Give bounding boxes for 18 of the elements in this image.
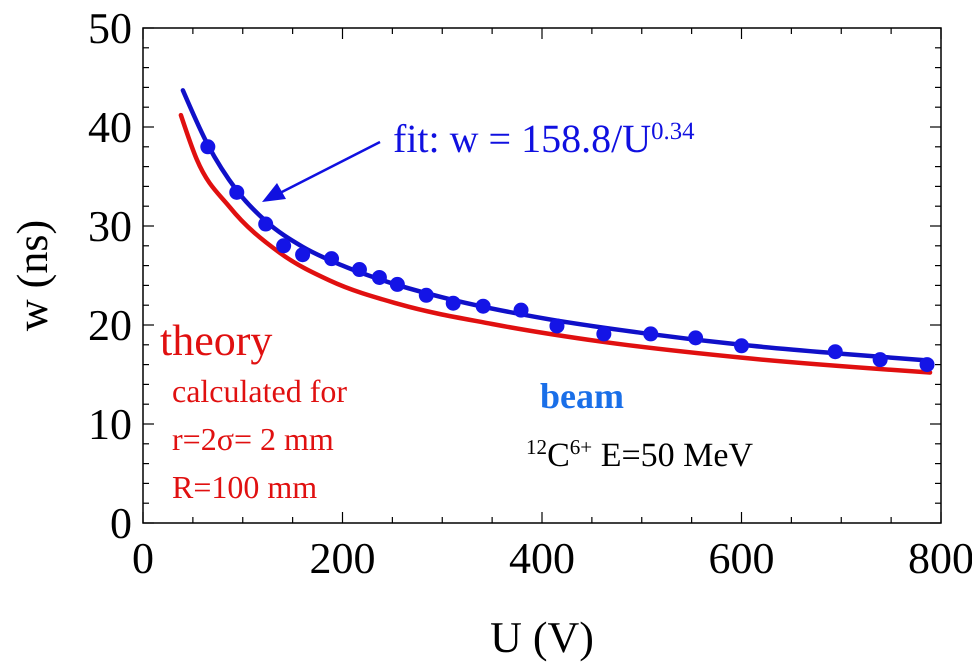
series-label: theory [160,316,272,365]
annotation: $^{12}$C$^{6+}$ E=50 MeV [526,435,754,474]
x-tick-label: 600 [708,534,774,583]
y-tick-label: 50 [88,4,132,53]
y-tick-label: 40 [88,103,132,152]
y-tick-label: 10 [88,400,132,449]
y-tick-label: 20 [88,301,132,350]
y-axis-title: w (ns) [8,220,57,332]
x-tick-label: 200 [310,534,376,583]
annotation: R=100 mm [172,469,318,505]
annotation: beam [540,376,624,416]
x-tick-label: 400 [509,534,575,583]
annotation: fit: w = 158.8/U$^{0.34}$ [393,116,696,161]
x-axis-title: U (V) [490,613,594,662]
y-tick-label: 30 [88,202,132,251]
y-tick-label: 0 [110,499,132,548]
annotation: calculated for [172,373,348,409]
annotation: r=2σ= 2 mm [172,421,334,457]
